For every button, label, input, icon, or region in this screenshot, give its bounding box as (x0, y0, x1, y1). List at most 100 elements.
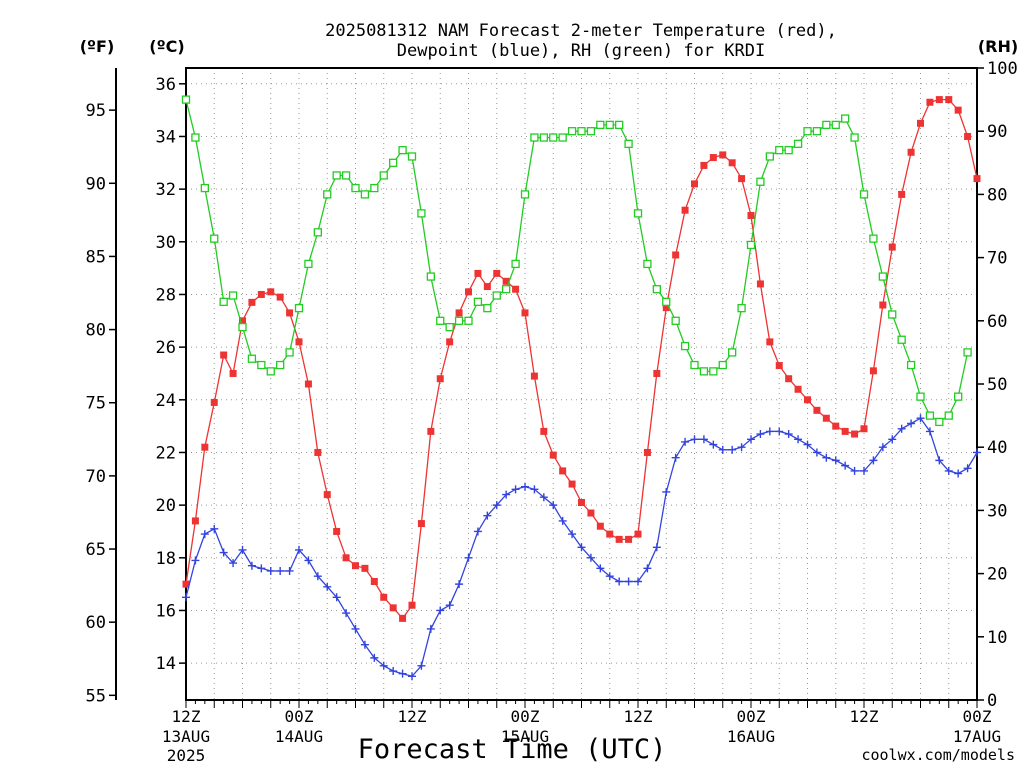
rh-point (916, 392, 925, 401)
rh-point (746, 240, 756, 250)
rh-point (718, 360, 727, 370)
rh-point (389, 158, 398, 167)
dewpoint-point (266, 566, 275, 575)
temperature-point (756, 280, 764, 288)
unit-label-celsius: (ºC) (149, 37, 184, 56)
temperature-point (964, 132, 972, 140)
rh-point (897, 335, 906, 344)
dewpoint-point (878, 443, 887, 452)
dewpoint-point (247, 561, 256, 570)
temperature-point (314, 448, 322, 456)
dewpoint-point (417, 661, 426, 670)
rh-point (869, 234, 878, 243)
rh-point (539, 133, 548, 142)
dewpoint-point (502, 490, 511, 499)
temperature-point (502, 277, 510, 285)
dewpoint-point (869, 456, 878, 465)
dewpoint-point (219, 548, 228, 557)
dewpoint-point (605, 572, 614, 581)
dewpoint-point (765, 427, 774, 436)
celsius-tick-label: 18 (156, 549, 176, 569)
rh-point (304, 259, 313, 269)
rh-point (963, 348, 972, 357)
rh-point (266, 367, 275, 376)
temperature-point (832, 422, 840, 430)
rh-tick-label: 20 (987, 565, 1007, 585)
rh-point (417, 209, 426, 218)
rh-tick-label: 10 (987, 628, 1007, 648)
temperature-point (521, 309, 529, 317)
rh-point (323, 190, 332, 199)
fahrenheit-tick-label: 75 (86, 394, 106, 414)
temperature-point (370, 578, 378, 585)
temperature-point (587, 509, 595, 517)
dewpoint-point (511, 485, 520, 494)
dewpoint-point (690, 435, 699, 444)
fahrenheit-tick-label: 70 (86, 467, 106, 487)
temperature-point (804, 396, 811, 404)
rh-point (859, 190, 869, 199)
rh-point (765, 152, 774, 161)
dewpoint-point (370, 653, 379, 662)
rh-tick-label: 30 (987, 501, 1007, 521)
dewpoint-point (304, 556, 313, 565)
rh-point (935, 417, 944, 427)
temperature-point (700, 161, 708, 169)
temperature-point (898, 190, 906, 198)
x-tick-label: 00Z (285, 707, 314, 726)
dewpoint-point (568, 530, 577, 539)
temperature-point (596, 522, 604, 530)
rh-point (605, 120, 614, 130)
celsius-tick-label: 36 (156, 75, 176, 95)
dewpoint-point (426, 624, 435, 633)
dewpoint-point (229, 559, 238, 568)
dewpoint-point (624, 577, 633, 586)
dewpoint-point (954, 469, 963, 478)
temperature-point (182, 580, 190, 588)
rh-point (502, 285, 511, 294)
dewpoint-point (257, 564, 266, 573)
dewpoint-point (615, 577, 624, 586)
temperature-point (549, 451, 557, 459)
fahrenheit-tick-label: 80 (86, 321, 106, 341)
temperature-point (973, 175, 981, 183)
temperature-point (813, 406, 821, 414)
temperature-point (267, 288, 275, 296)
dewpoint-point (539, 493, 548, 502)
rh-point (257, 360, 266, 370)
temperature-point (606, 530, 614, 538)
dewpoint-point (436, 606, 445, 615)
dewpoint-point (360, 640, 369, 649)
series-layer (181, 95, 981, 681)
temperature-point (483, 283, 491, 291)
x-tick-date-label: 14AUG (275, 727, 323, 746)
x-tick-date-label: 17AUG (953, 727, 1001, 746)
temperature-point (615, 535, 623, 543)
rh-point (351, 183, 360, 193)
dewpoint-point (907, 419, 916, 428)
fahrenheit-tick-label: 90 (86, 174, 106, 194)
celsius-tick-label: 16 (156, 601, 176, 621)
dewpoint-point (822, 453, 831, 462)
dewpoint-point (681, 437, 690, 446)
rh-point (445, 322, 454, 332)
unit-label-rh: (RH) (978, 37, 1018, 56)
rh-point (520, 190, 530, 199)
dewpoint-point (483, 511, 492, 520)
temperature-point (380, 593, 388, 601)
dewpoint-point (831, 456, 840, 465)
temperature-point (427, 427, 435, 435)
temperature-point (559, 467, 567, 475)
rh-point (483, 304, 492, 313)
dewpoint-point (577, 543, 586, 552)
dewpoint-point (182, 593, 190, 602)
temperature-point (851, 430, 859, 438)
temperature-point (295, 338, 303, 346)
rh-point (228, 291, 238, 300)
rh-point (313, 228, 322, 237)
temperature-point (879, 301, 887, 309)
temperature-point (361, 564, 369, 572)
temperature-line (185, 98, 978, 620)
temperature-point (794, 385, 802, 393)
rh-point (775, 146, 784, 155)
